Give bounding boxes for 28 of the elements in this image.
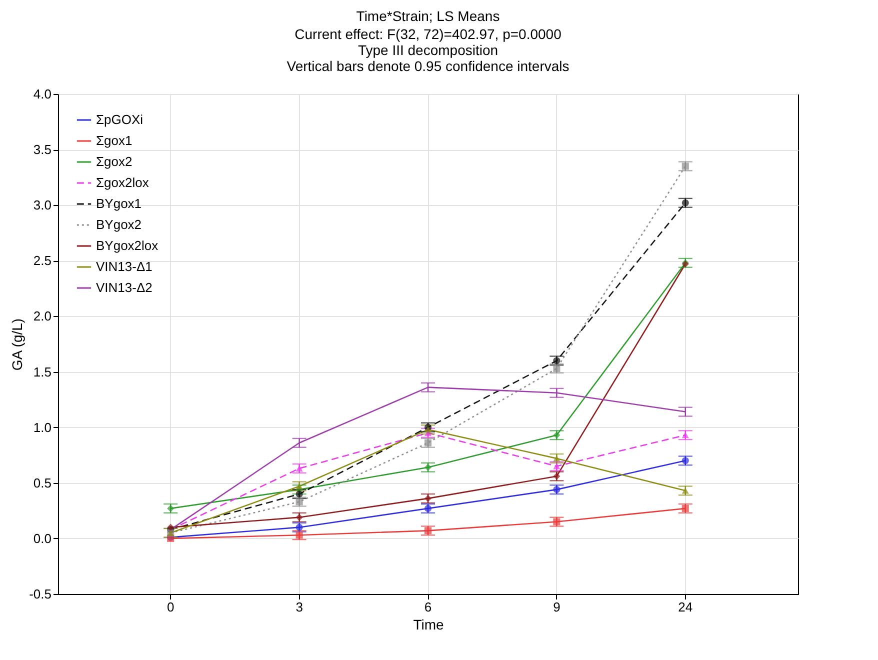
y-tick-label: 0.5	[33, 475, 52, 490]
legend-label: Σgox1	[96, 133, 132, 148]
legend-label: VIN13-Δ1	[96, 259, 152, 274]
y-tick-label: 1.0	[33, 420, 52, 435]
y-tick-label: 4.0	[33, 86, 52, 102]
y-tick-label: 3.5	[33, 142, 52, 158]
legend-label: Σgox2	[96, 154, 132, 169]
x-tick-label: 0	[166, 600, 174, 614]
y-tick-label: 2.0	[33, 308, 52, 324]
y-tick-label: -0.5	[29, 586, 52, 602]
x-tick-label: 24	[678, 600, 693, 614]
x-tick-label: 6	[424, 600, 432, 614]
legend-label: Σgox2lox	[96, 175, 150, 190]
y-axis-title: GA (g/L)	[9, 318, 26, 371]
x-axis-title: Time	[413, 616, 444, 632]
legend-label: BYgox2lox	[96, 238, 159, 253]
legend-label: BYgox2	[96, 217, 142, 232]
chart-subtitle: Current effect: F(32, 72)=402.97, p=0.0000 Type III decomposition Vertical bars denote 0.95 confidence intervals	[286, 26, 570, 74]
y-tick-label: 0.0	[33, 530, 52, 546]
legend-label: BYgox1	[96, 196, 142, 211]
x-tick-label: 9	[553, 600, 560, 614]
chart-title: Time*Strain; LS Means	[356, 8, 500, 24]
legend-label: VIN13-Δ2	[96, 280, 152, 295]
y-tick-label: 1.5	[33, 364, 52, 380]
y-tick-label: 3.0	[33, 198, 52, 213]
y-tick-label: 2.5	[33, 253, 52, 268]
x-tick-label: 3	[296, 600, 303, 614]
legend-label: ΣpGOXi	[96, 112, 144, 127]
